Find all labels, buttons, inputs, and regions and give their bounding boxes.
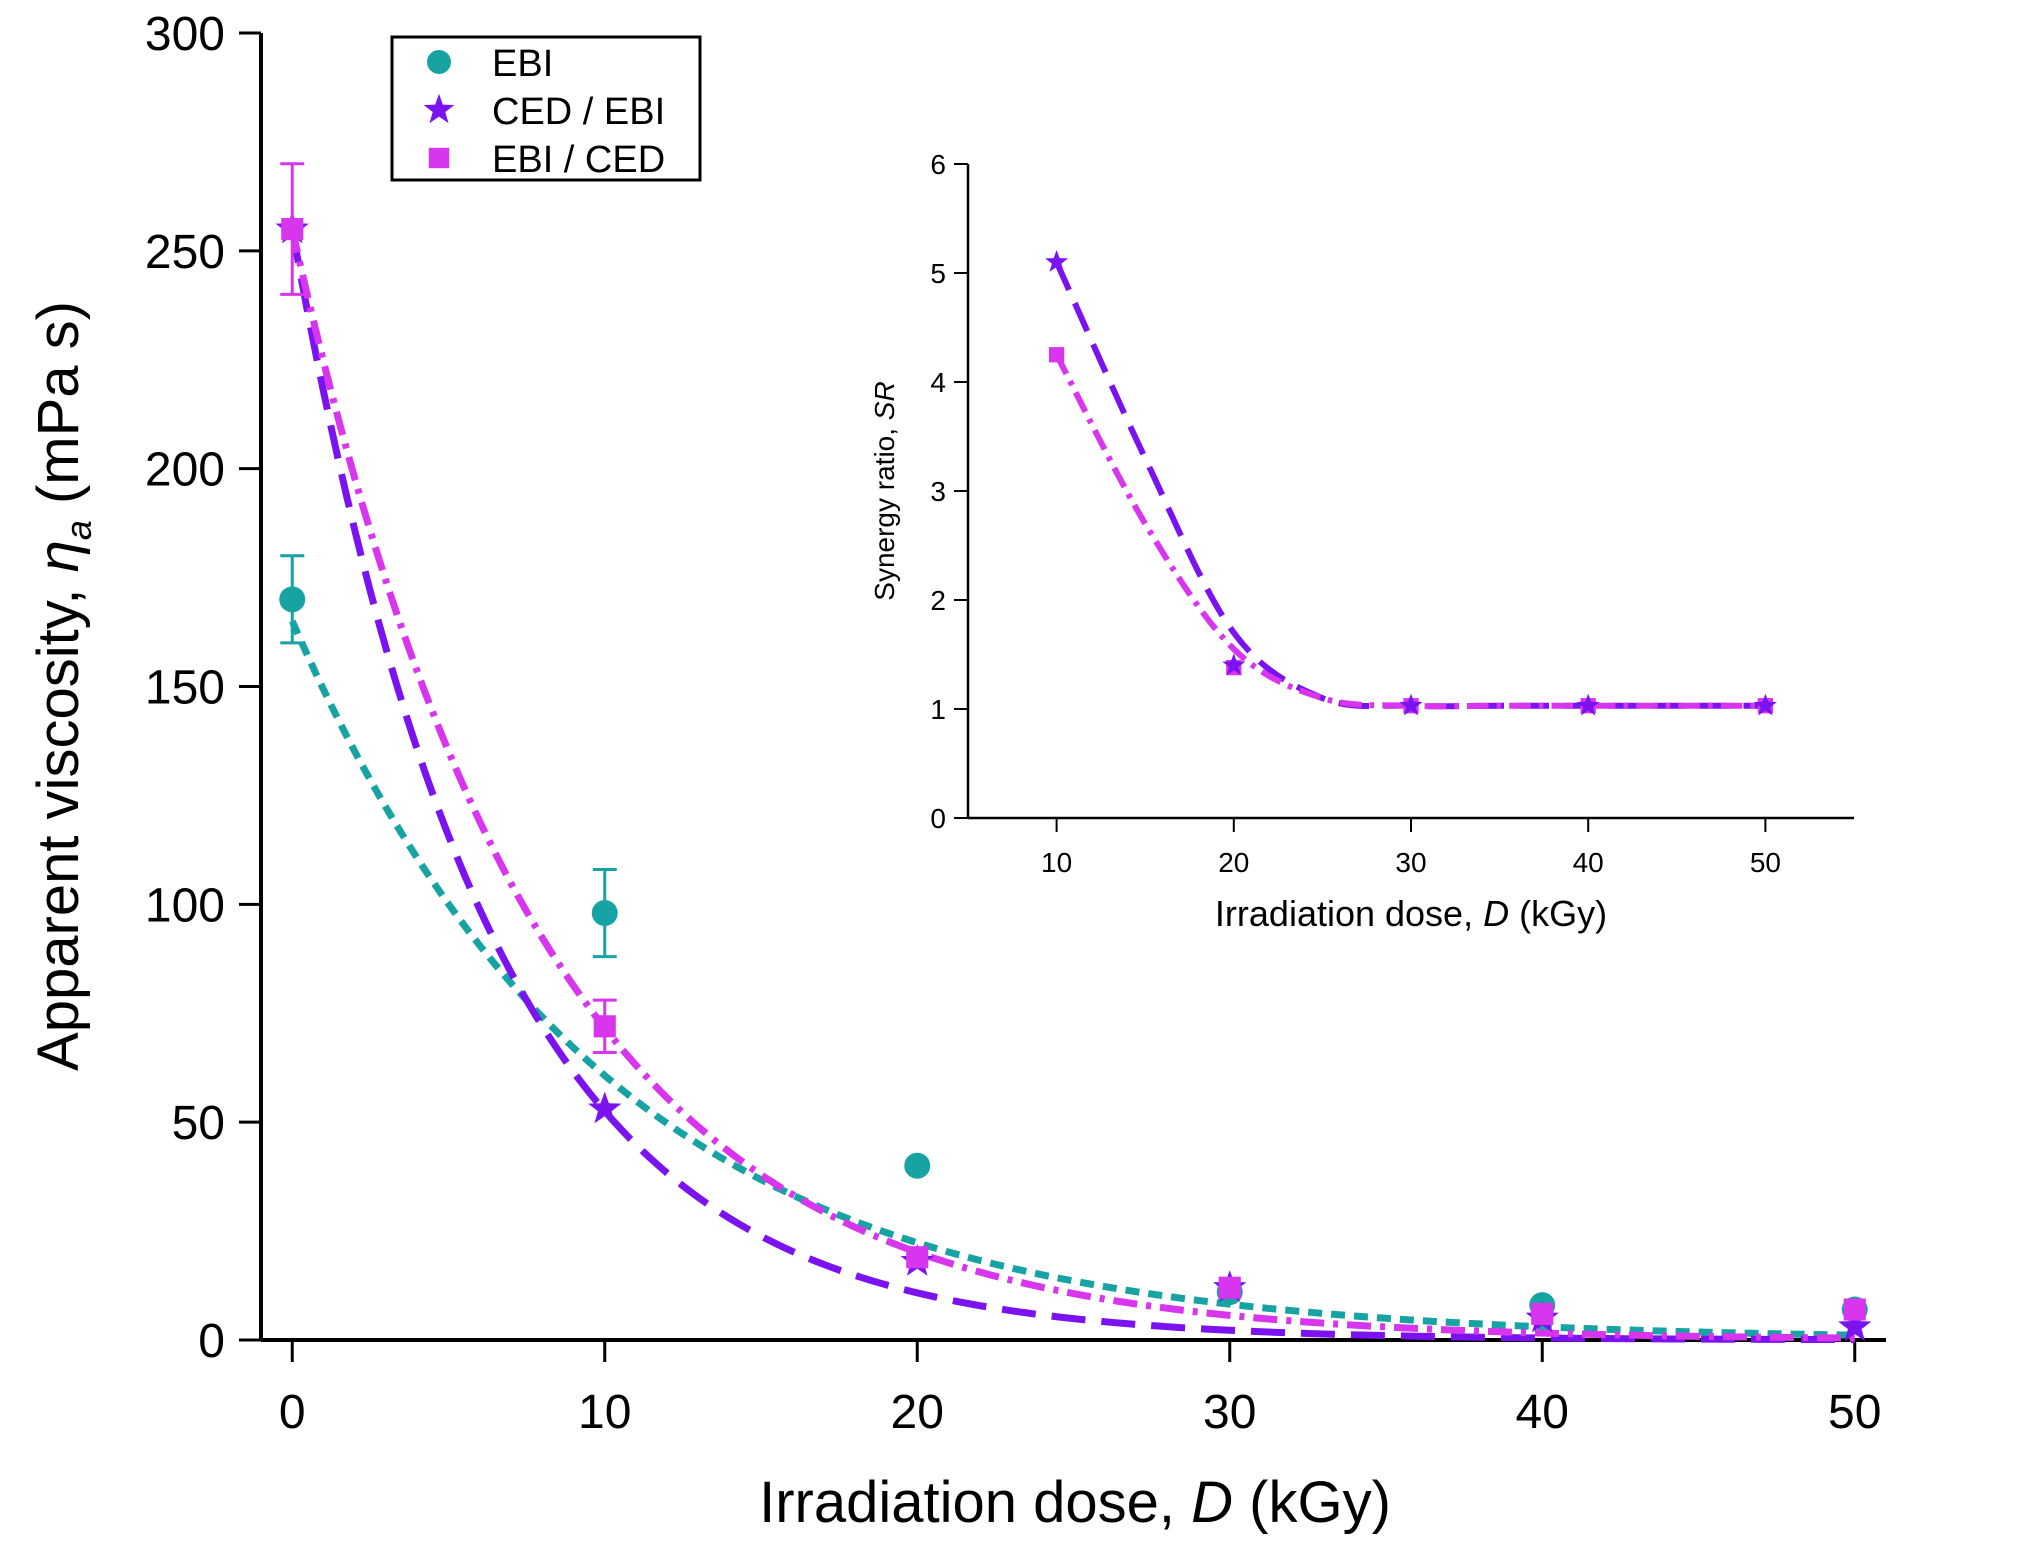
inset-x-tick-label: 40 bbox=[1573, 847, 1604, 878]
inset-plot: 0 1 2 3 4 5 6 10 20 30 40 50 Irradiation dose, D (kG… bbox=[869, 149, 1854, 934]
y-axis-label-symbol: η bbox=[26, 540, 91, 572]
fit-curve-ebiced bbox=[288, 228, 1855, 1342]
inset-x-axis-label-prefix: Irradiation dose, bbox=[1215, 893, 1483, 934]
inset-y-tick-label: 5 bbox=[930, 258, 946, 289]
y-tick-label: 300 bbox=[145, 8, 225, 61]
inset-point-cedebi bbox=[1753, 693, 1777, 716]
inset-x-tick-label: 50 bbox=[1750, 847, 1781, 878]
legend-marker-ebiced bbox=[428, 147, 450, 169]
point-ebi bbox=[591, 900, 618, 927]
inset-point-cedebi bbox=[1399, 693, 1423, 716]
y-tick-label: 150 bbox=[145, 662, 225, 715]
inset-x-axis-label-suffix: (kGy) bbox=[1509, 893, 1607, 934]
legend: EBI CED / EBI EBI / CED bbox=[390, 35, 702, 182]
inset-y-tick-label: 2 bbox=[930, 585, 946, 616]
legend-label-cedebi: CED / EBI bbox=[492, 91, 665, 133]
inset-point-cedebi bbox=[1576, 693, 1600, 716]
inset-x-axis-label: Irradiation dose, D (kGy) bbox=[1215, 893, 1607, 934]
inset-x-axis-label-symbol: D bbox=[1483, 893, 1509, 934]
fit-curve-cedebi bbox=[288, 228, 1855, 1344]
fit-curve-ebi bbox=[289, 619, 1855, 1339]
y-axis-label-prefix: Apparent viscosity, bbox=[26, 572, 91, 1071]
legend-marker-cedebi bbox=[423, 93, 455, 124]
inset-x-tick-label: 10 bbox=[1041, 847, 1072, 878]
x-tick-label: 10 bbox=[578, 1386, 631, 1439]
x-axis-label: Irradiation dose, D (kGy) bbox=[759, 1470, 1391, 1535]
point-ebiced bbox=[1531, 1302, 1554, 1325]
point-ebiced bbox=[281, 218, 304, 241]
x-tick-label: 0 bbox=[279, 1386, 306, 1439]
point-cedebi bbox=[588, 1091, 622, 1124]
inset-x-tick-label: 30 bbox=[1395, 847, 1426, 878]
inset-point-cedebi bbox=[1222, 653, 1246, 676]
x-axis-label-symbol: D bbox=[1191, 1470, 1233, 1535]
x-axis-label-suffix: (kGy) bbox=[1233, 1470, 1391, 1535]
x-axis-label-prefix: Irradiation dose, bbox=[759, 1470, 1191, 1535]
y-tick-label: 250 bbox=[145, 226, 225, 279]
x-tick-label: 30 bbox=[1203, 1386, 1256, 1439]
inset-y-axis-label: Synergy ratio, SR bbox=[869, 381, 900, 600]
y-axis-label-subscript: a bbox=[58, 520, 99, 540]
inset-point-ebiced bbox=[1048, 347, 1065, 363]
inset-y-axis-label-prefix: Synergy ratio, bbox=[869, 420, 900, 601]
x-tick-label: 20 bbox=[891, 1386, 944, 1439]
inset-y-tick-label: 6 bbox=[930, 149, 946, 180]
point-ebi bbox=[279, 586, 306, 613]
inset-fit-curve-ebiced bbox=[1053, 353, 1766, 710]
legend-label-ebi: EBI bbox=[492, 43, 553, 85]
y-tick-label: 0 bbox=[198, 1315, 225, 1368]
x-tick-label: 40 bbox=[1516, 1386, 1569, 1439]
point-cedebi bbox=[1838, 1309, 1872, 1342]
legend-marker-ebi bbox=[427, 50, 451, 74]
y-axis-label-suffix: (mPa s) bbox=[26, 301, 91, 520]
inset-x-tick-label: 20 bbox=[1218, 847, 1249, 878]
point-ebiced bbox=[593, 1015, 616, 1038]
inset-y-tick-label: 1 bbox=[930, 694, 946, 725]
legend-label-ebiced: EBI / CED bbox=[492, 139, 665, 181]
y-tick-label: 200 bbox=[145, 444, 225, 497]
y-tick-label: 50 bbox=[172, 1097, 225, 1150]
inset-y-axis-label-symbol: SR bbox=[869, 381, 900, 420]
x-tick-label: 50 bbox=[1828, 1386, 1881, 1439]
point-ebiced bbox=[906, 1246, 929, 1269]
inset-point-cedebi bbox=[1045, 249, 1069, 272]
inset-fit-curve-cedebi bbox=[1053, 260, 1766, 710]
inset-y-tick-label: 0 bbox=[930, 803, 946, 834]
y-axis-label: Apparent viscosity, ηa (mPa s) bbox=[26, 301, 99, 1071]
inset-y-tick-label: 3 bbox=[930, 476, 946, 507]
inset-y-tick-label: 4 bbox=[930, 367, 946, 398]
y-tick-label: 100 bbox=[145, 879, 225, 932]
point-ebiced bbox=[1843, 1298, 1866, 1321]
point-ebi bbox=[904, 1152, 931, 1179]
point-ebiced bbox=[1218, 1276, 1241, 1299]
